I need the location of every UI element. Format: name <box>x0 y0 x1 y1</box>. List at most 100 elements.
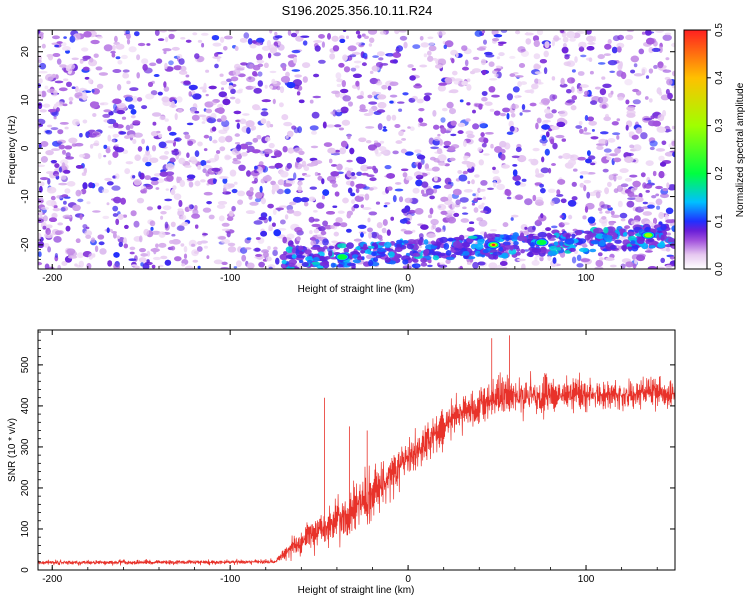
spectral-blob <box>538 79 542 85</box>
spectral-blob <box>137 42 146 47</box>
spectral-blob <box>58 182 68 186</box>
spectral-blob <box>437 85 446 92</box>
spectral-blob <box>477 187 481 193</box>
spectral-blob <box>595 191 601 199</box>
spectral-blob <box>260 212 268 219</box>
spectral-blob <box>606 156 612 161</box>
spectral-blob <box>221 222 230 227</box>
spectral-blob <box>279 86 285 94</box>
spectral-blob <box>389 81 399 87</box>
spectral-blob <box>414 149 422 153</box>
colorbar-ticks: 0.00.10.20.30.40.5 <box>707 23 725 276</box>
spectral-blob <box>557 179 566 185</box>
spectral-blob <box>83 167 88 174</box>
spectral-blob <box>254 165 258 170</box>
spectral-blob <box>536 117 542 124</box>
spectral-blob <box>664 32 672 36</box>
spectral-blob <box>53 205 58 209</box>
spectral-blob <box>81 47 89 52</box>
signal-blob <box>499 234 505 239</box>
signal-blob <box>357 255 363 261</box>
spectral-blob <box>38 59 42 64</box>
signal-blob <box>575 229 583 236</box>
spectral-blob <box>336 83 342 88</box>
spectral-blob <box>656 266 666 269</box>
spectral-blob <box>425 188 434 196</box>
spectral-blob <box>113 196 122 204</box>
spectral-blob <box>534 64 542 70</box>
spectral-blob <box>512 164 518 167</box>
spectral-blob <box>514 95 519 99</box>
spectral-blob <box>218 136 226 143</box>
spectral-blob <box>645 160 654 167</box>
spectral-blob <box>233 110 242 115</box>
spectral-blob <box>170 245 176 251</box>
spectral-blob <box>50 160 58 164</box>
spectral-blob <box>122 149 129 154</box>
spectral-blob <box>562 36 569 43</box>
spectral-blob <box>167 125 172 132</box>
spectral-blob <box>524 226 528 230</box>
spectral-blob <box>579 84 589 88</box>
spectral-blob <box>403 230 413 235</box>
spectral-blob <box>645 75 650 79</box>
spectral-blob <box>59 159 69 165</box>
y-tick-label: 500 <box>20 356 31 373</box>
spectral-blob <box>258 166 264 174</box>
signal-blob <box>667 237 675 243</box>
signal-blob <box>299 259 304 264</box>
spectral-blob <box>665 219 675 224</box>
spectral-blob <box>431 166 440 172</box>
spectral-blob <box>361 62 367 67</box>
spectral-blob <box>492 166 496 171</box>
spectral-blob <box>251 149 261 154</box>
spectral-blob <box>125 124 131 131</box>
spectral-blob <box>459 197 469 203</box>
spectral-blob <box>138 171 142 178</box>
spectral-blob <box>151 145 157 152</box>
spectral-blob <box>481 142 487 148</box>
spectral-blob <box>136 54 141 61</box>
spectral-blob <box>51 148 61 152</box>
spectral-blob <box>630 55 639 63</box>
spectral-blob <box>114 173 120 180</box>
spectral-blob <box>402 265 412 269</box>
spectral-blob <box>75 238 81 243</box>
spectral-blob <box>52 207 61 212</box>
spectral-blob <box>607 39 612 45</box>
spectral-blob <box>101 188 109 194</box>
spectral-blob <box>651 223 656 226</box>
spectral-blob <box>466 84 472 91</box>
spectral-blob <box>92 210 101 213</box>
spectral-blob <box>412 187 420 194</box>
spectral-blob <box>472 193 476 197</box>
spectral-blob <box>566 89 572 94</box>
spectral-blob <box>218 236 226 240</box>
spectral-blob <box>407 64 414 68</box>
spectral-blob <box>84 230 93 237</box>
spectral-blob <box>400 148 407 154</box>
spectral-blob <box>229 169 237 177</box>
spectral-blob <box>240 62 248 66</box>
spectral-blob <box>39 109 47 113</box>
spectral-blob <box>216 57 221 62</box>
spectral-blob <box>54 163 60 168</box>
spectral-blob <box>590 162 596 166</box>
spectral-blob <box>583 126 588 132</box>
spectral-blob <box>191 243 196 247</box>
spectral-blob <box>103 44 113 52</box>
spectral-blob <box>502 266 508 269</box>
spectral-blob <box>387 85 392 91</box>
spectral-blob <box>239 37 248 43</box>
signal-hotspot <box>536 239 547 246</box>
spectral-blob <box>559 252 566 258</box>
spectral-blob <box>473 198 479 202</box>
spectral-blob <box>205 108 212 114</box>
spectral-blob <box>262 251 269 259</box>
spectral-blob <box>38 30 41 34</box>
spectral-blob <box>626 112 636 118</box>
spectral-blob <box>365 126 375 129</box>
spectral-blob <box>634 258 638 265</box>
spectral-blob <box>123 237 127 245</box>
spectral-blob <box>633 63 638 68</box>
